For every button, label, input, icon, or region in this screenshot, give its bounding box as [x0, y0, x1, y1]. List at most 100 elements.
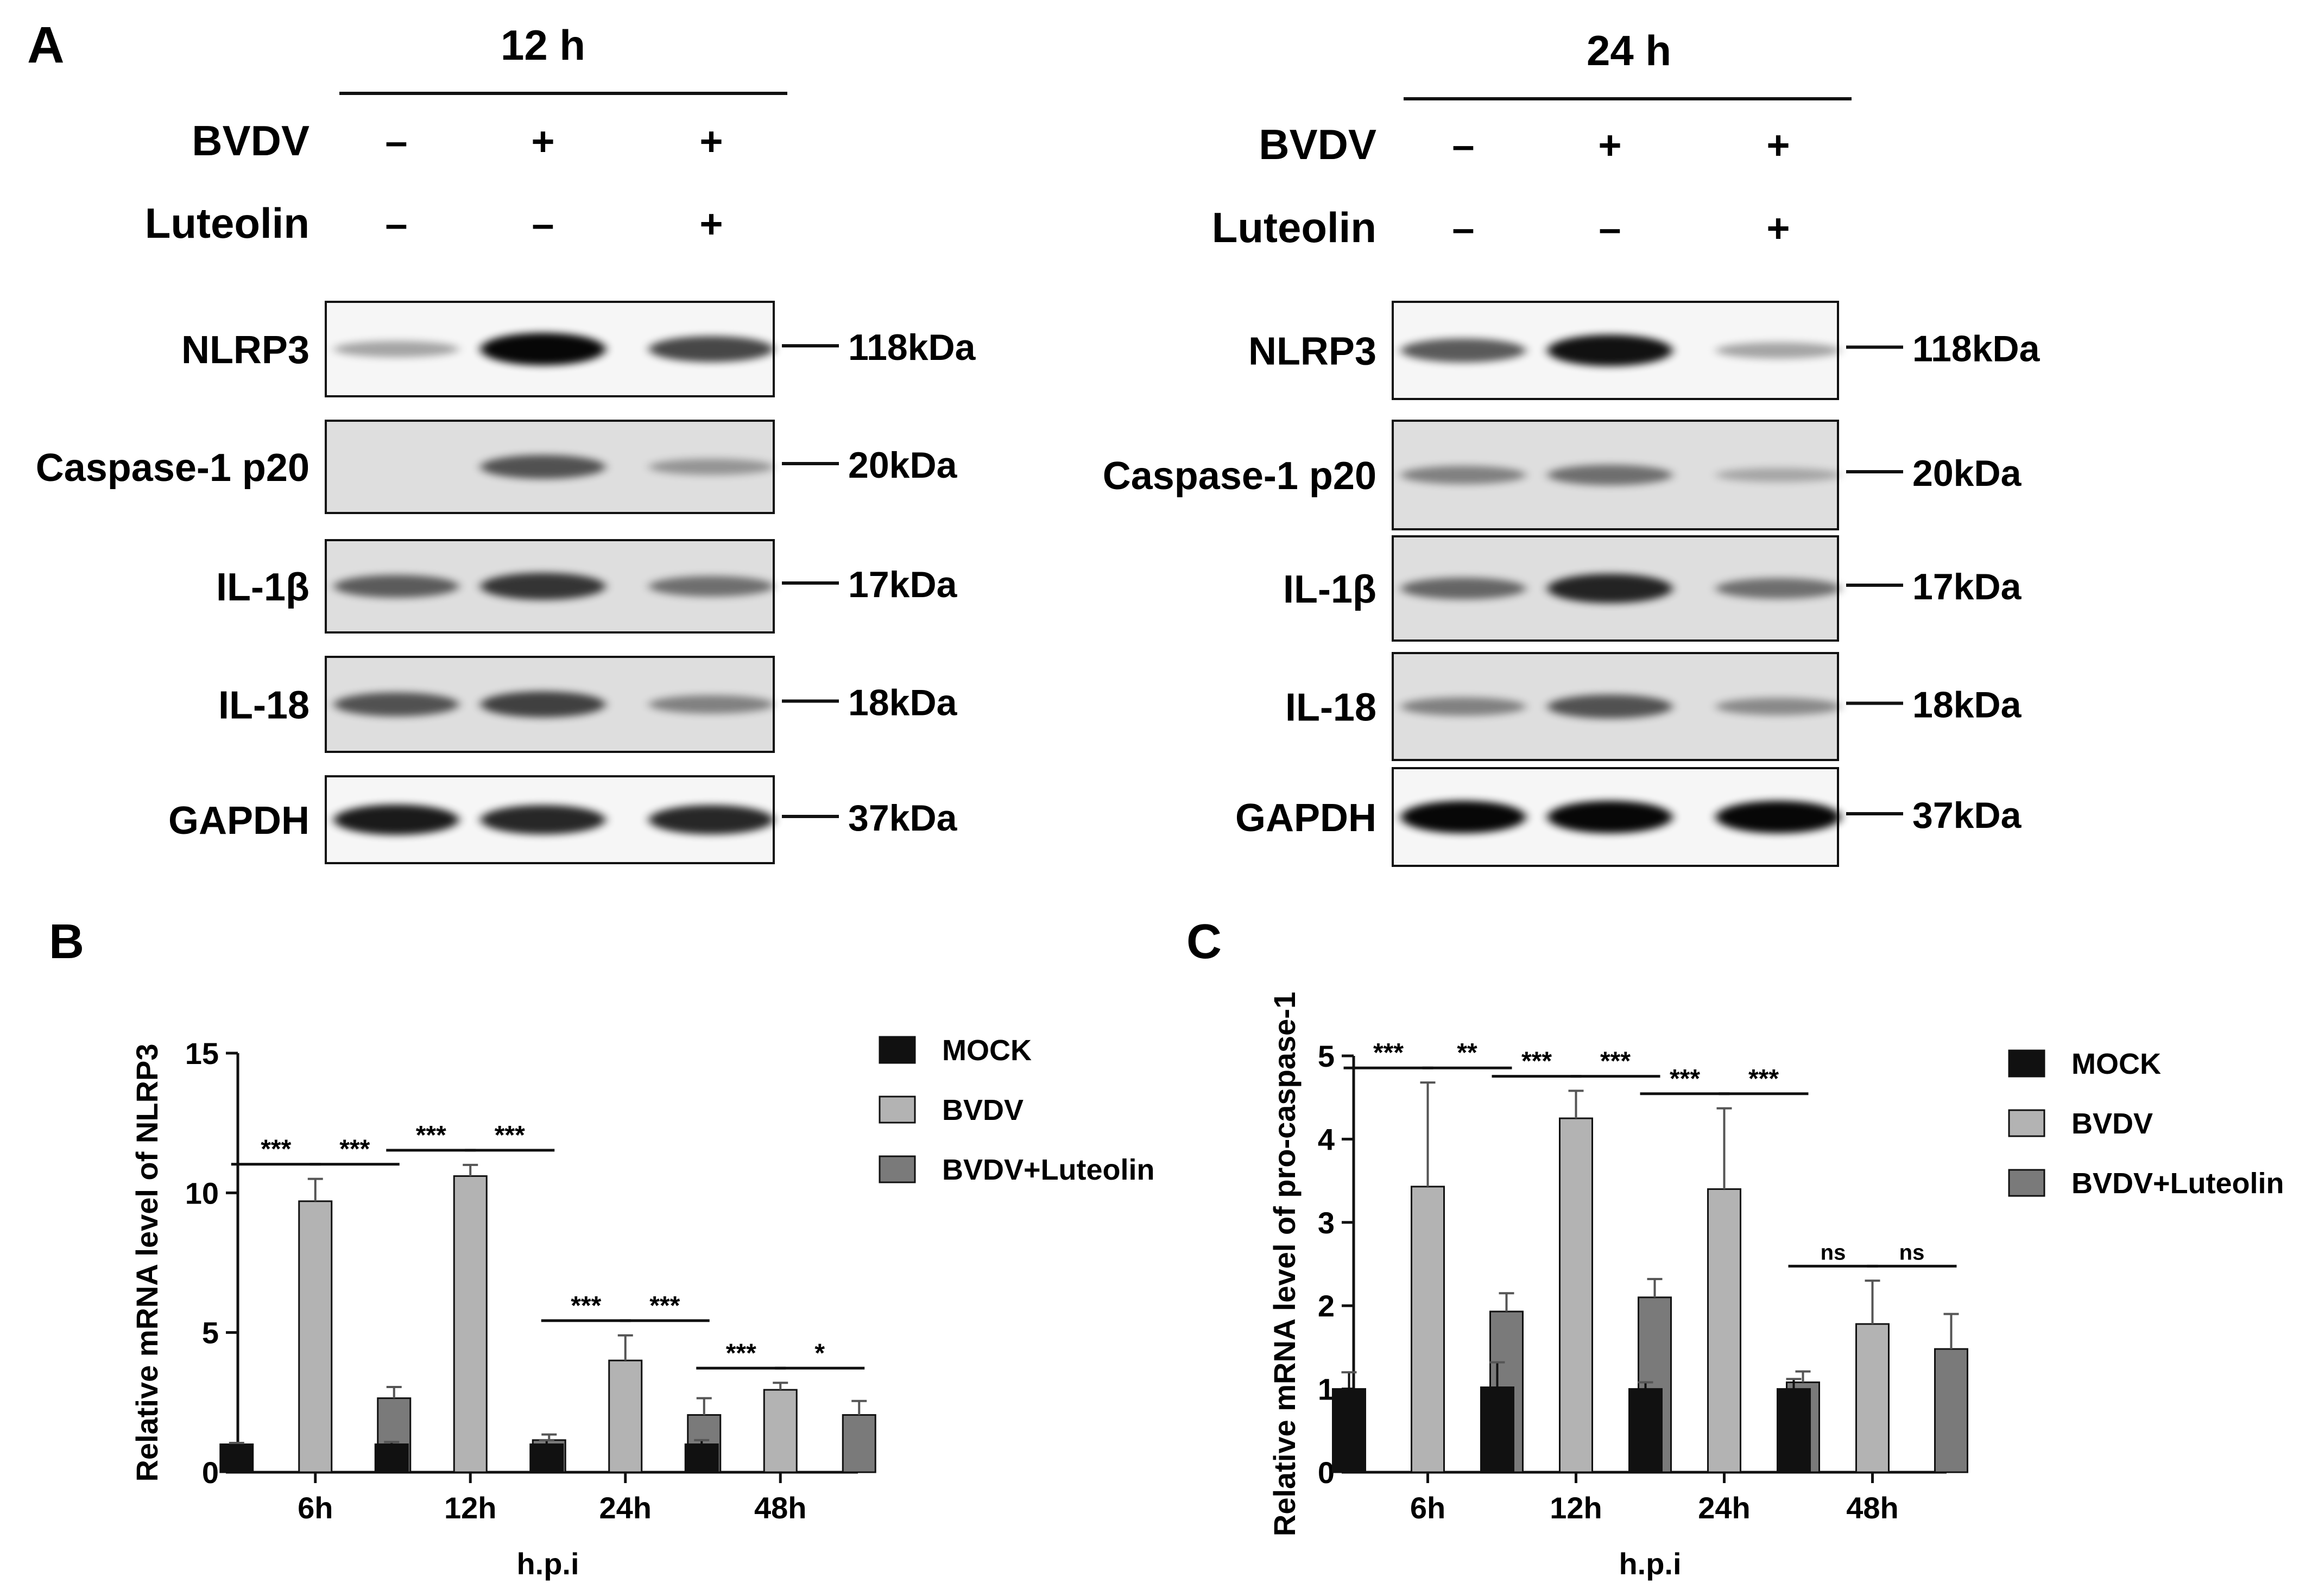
molecular-weight-label: 118kDa: [1912, 328, 2041, 370]
legend-label: BVDV+Luteolin: [2071, 1167, 2284, 1200]
significance-label: ***: [261, 1135, 291, 1164]
protein-band: [1716, 342, 1841, 359]
protein-band: [1547, 574, 1672, 603]
protein-band: [649, 576, 774, 597]
treatment-sign: +: [699, 201, 723, 246]
protein-label: NLRP3: [1248, 330, 1376, 373]
significance-label: *: [814, 1339, 825, 1367]
treatment-label: Luteolin: [145, 199, 309, 247]
panel-a-western-blots: A 12 h BVDV – + + Luteolin – – + NLRP3 118kDa Caspa…: [27, 16, 2041, 867]
protein-band: [649, 805, 774, 834]
bar-bvdv: [608, 1359, 643, 1473]
legend-label: BVDV: [942, 1094, 1024, 1126]
blot-strip-il-18: IL-18 18kDa: [1285, 652, 2022, 761]
blot-strip-il-18: IL-18 18kDa: [218, 656, 958, 753]
protein-label: IL-18: [218, 684, 309, 727]
treatment-sign: –: [1599, 206, 1621, 251]
panel-letter: B: [49, 915, 84, 969]
treatment-label: BVDV: [1259, 121, 1376, 168]
protein-band: [1716, 698, 1841, 715]
bar-mock: [1332, 1388, 1366, 1473]
blot-group-12h: 12 h BVDV – + + Luteolin – – + NLRP3 118kDa Caspase…: [36, 21, 976, 864]
bar-bvdv-luteolin: [842, 1414, 876, 1473]
y-tick-label: 4: [1318, 1122, 1335, 1156]
legend-swatch: [879, 1036, 916, 1064]
blot-time-label: 12 h: [501, 21, 585, 69]
y-axis-title: Relative mRNA level of pro-caspase-1: [1267, 992, 1302, 1536]
molecular-weight-label: 118kDa: [848, 327, 976, 368]
protein-band: [1716, 578, 1841, 599]
y-tick-label: 1: [1318, 1372, 1335, 1407]
x-tick-label: 6h: [1410, 1491, 1445, 1525]
molecular-weight-label: 18kDa: [848, 682, 958, 724]
treatment-sign: –: [1452, 206, 1474, 251]
protein-band: [334, 341, 459, 357]
x-tick-label: 12h: [444, 1491, 497, 1525]
significance-label: ***: [1373, 1038, 1404, 1067]
molecular-weight-label: 20kDa: [848, 445, 958, 486]
legend-label: MOCK: [942, 1034, 1032, 1067]
blot-strip-caspase-1-p20: Caspase-1 p20 20kDa: [1103, 420, 2022, 530]
significance-label: ***: [416, 1121, 446, 1150]
bar-bvdv: [453, 1175, 488, 1473]
legend-label: MOCK: [2071, 1048, 2161, 1080]
blot-strip-il-1-: IL-1β 17kDa: [1283, 535, 2022, 642]
protein-band: [1401, 338, 1526, 363]
x-axis-title: h.p.i: [516, 1547, 579, 1581]
protein-label: IL-1β: [216, 566, 309, 609]
significance-label: ***: [571, 1291, 601, 1320]
significance-label: ***: [1670, 1065, 1700, 1093]
bar-mock: [374, 1443, 409, 1473]
legend-swatch: [879, 1095, 916, 1124]
legend-swatch: [879, 1155, 916, 1183]
legend: MOCK BVDV BVDV+Luteolin: [2008, 1048, 2284, 1200]
panel-a-letter: A: [27, 16, 65, 74]
significance-label: ***: [1521, 1047, 1552, 1076]
bar-mock: [1480, 1386, 1514, 1473]
y-tick-label: 0: [1318, 1455, 1335, 1490]
molecular-weight-label: 37kDa: [1912, 795, 2022, 836]
significance-label: ns: [1821, 1240, 1846, 1264]
treatment-sign: –: [532, 201, 554, 246]
bar-bvdv: [1411, 1186, 1445, 1473]
significance-label: ns: [1899, 1240, 1925, 1264]
legend-swatch: [2008, 1169, 2045, 1197]
protein-band: [1547, 694, 1672, 719]
blot-strip-caspase-1-p20: Caspase-1 p20 20kDa: [36, 420, 958, 514]
significance-label: ***: [726, 1339, 756, 1367]
y-tick-label: 15: [185, 1036, 219, 1071]
bar-mock: [1628, 1388, 1663, 1473]
blot-strip-gapdh: GAPDH 37kDa: [168, 775, 958, 864]
significance-label: ***: [1600, 1047, 1631, 1076]
blot-strip-nlrp3: NLRP3 118kDa: [1248, 301, 2041, 400]
treatment-sign: –: [385, 201, 407, 246]
treatment-sign: +: [1766, 123, 1790, 168]
bar-bvdv: [763, 1389, 798, 1473]
protein-label: Caspase-1 p20: [36, 446, 309, 490]
legend-label: BVDV+Luteolin: [942, 1154, 1155, 1186]
y-tick-label: 5: [1318, 1039, 1335, 1073]
blot-strip-nlrp3: NLRP3 118kDa: [181, 301, 976, 397]
bar-mock: [684, 1443, 719, 1473]
molecular-weight-label: 17kDa: [848, 564, 958, 605]
treatment-sign: +: [699, 119, 723, 164]
blot-strip-gapdh: GAPDH 37kDa: [1235, 767, 2022, 867]
molecular-weight-label: 17kDa: [1912, 566, 2022, 607]
treatment-sign: –: [1452, 123, 1474, 168]
significance-label: ***: [1748, 1065, 1779, 1093]
protein-band: [481, 455, 605, 479]
x-axis-title: h.p.i: [1619, 1547, 1681, 1581]
x-tick-label: 48h: [1846, 1491, 1899, 1525]
protein-band: [649, 336, 774, 362]
legend-swatch: [2008, 1109, 2045, 1137]
legend: MOCK BVDV BVDV+Luteolin: [879, 1034, 1155, 1186]
significance-label: ***: [649, 1291, 680, 1320]
bar-bvdv: [1707, 1188, 1741, 1473]
bar-mock: [219, 1443, 254, 1473]
protein-band: [1401, 466, 1526, 484]
protein-band: [649, 695, 774, 714]
protein-band: [334, 575, 459, 598]
treatment-label: Luteolin: [1212, 204, 1376, 251]
protein-band: [334, 692, 459, 717]
